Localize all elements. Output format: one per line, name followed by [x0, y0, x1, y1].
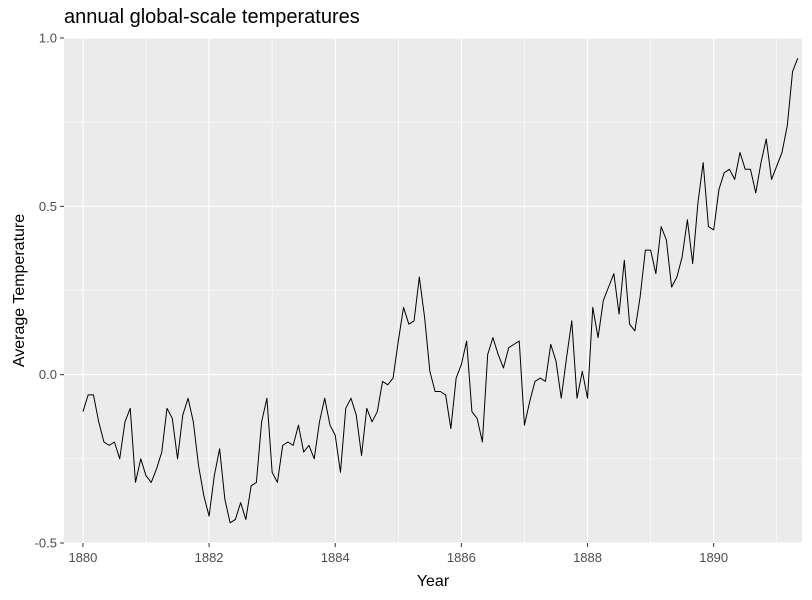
y-axis-tick-labels: -0.5 0.0 0.5 1.0 — [35, 31, 57, 551]
x-axis-tick-labels: 1880 1882 1884 1886 1888 1890 — [68, 550, 728, 565]
minor-gridlines — [64, 38, 802, 543]
x-tick-label: 1888 — [573, 550, 602, 565]
y-tick-label: 1.0 — [39, 31, 57, 46]
major-gridlines — [64, 37, 802, 544]
temperature-series-line — [82, 58, 799, 524]
x-tick-label: 1886 — [447, 550, 476, 565]
y-axis-title: Average Temperature — [11, 214, 28, 367]
axis-ticks — [60, 37, 715, 547]
chart-title: annual global-scale temperatures — [64, 6, 360, 28]
x-axis-title: Year — [417, 573, 450, 590]
y-tick-label: 0.0 — [39, 367, 57, 382]
x-tick-label: 1880 — [68, 550, 97, 565]
x-tick-label: 1882 — [195, 550, 224, 565]
y-tick-label: -0.5 — [35, 536, 57, 551]
y-tick-label: 0.5 — [39, 199, 57, 214]
x-tick-label: 1890 — [699, 550, 728, 565]
x-tick-label: 1884 — [321, 550, 350, 565]
